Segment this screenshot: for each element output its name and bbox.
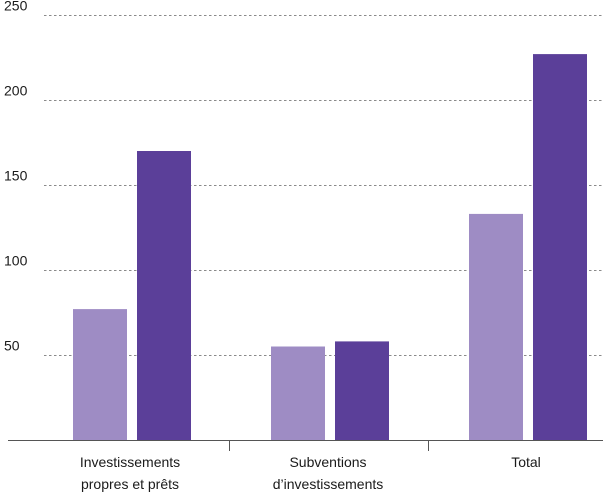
category-label-1-line-2: propres et prêts — [81, 476, 179, 492]
y-tick-label-50: 50 — [4, 338, 20, 354]
category-label-1-line-1: Investissements — [80, 454, 180, 470]
bar-series1-cat2 — [271, 346, 325, 440]
category-label-2-line-2: d’investissements — [273, 476, 384, 492]
category-label-3-line-1: Total — [511, 454, 541, 470]
bar-series1-cat3 — [469, 213, 523, 440]
y-tick-label-250: 250 — [4, 0, 28, 14]
category-labels: Investissements propres et prêts Subventio… — [80, 454, 541, 492]
bar-series2-cat2 — [335, 341, 389, 440]
y-axis-tick-labels: 50 100 150 200 250 — [4, 0, 28, 354]
x-axis — [8, 440, 603, 451]
y-tick-label-200: 200 — [4, 83, 28, 99]
y-tick-label-150: 150 — [4, 168, 28, 184]
bar-series1-cat1 — [73, 309, 127, 440]
y-tick-label-100: 100 — [4, 253, 28, 269]
bar-series2-cat1 — [137, 151, 191, 440]
category-label-2-line-1: Subventions — [289, 454, 366, 470]
bars — [73, 54, 587, 440]
bar-series2-cat3 — [533, 54, 587, 440]
